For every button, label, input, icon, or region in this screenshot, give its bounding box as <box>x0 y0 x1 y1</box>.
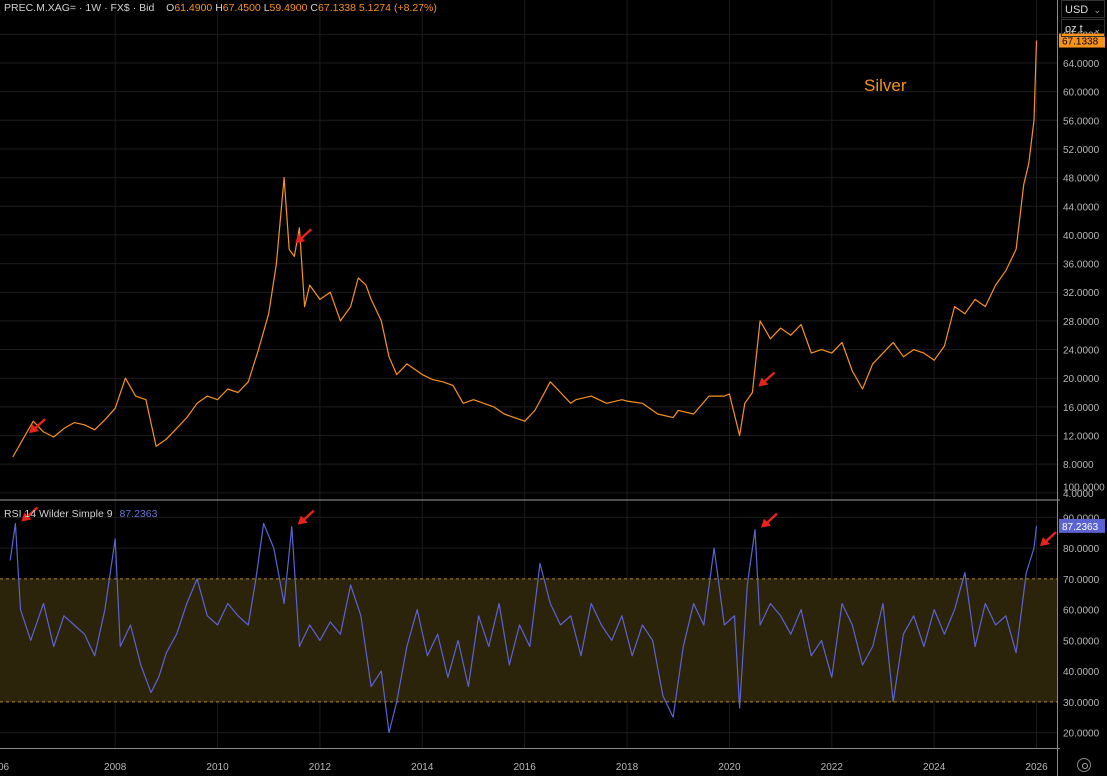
chevron-down-icon: ⌄ <box>1093 24 1101 34</box>
x-tick-label: 2026 <box>1025 762 1048 773</box>
rsi-last-value: 87.2363 <box>1062 522 1099 533</box>
source-label: FX$ <box>110 2 130 14</box>
y-tick-label: 60.0000 <box>1063 606 1100 617</box>
rsi-arrow-head <box>761 518 771 528</box>
interval-label[interactable]: 1W <box>85 2 102 14</box>
price-series-line <box>12 40 1038 458</box>
price-last-value-bg <box>1059 33 1105 48</box>
y-tick-label: 50.0000 <box>1063 636 1100 647</box>
rsi-arrow-head <box>297 515 308 525</box>
price-arrow-head <box>29 424 40 434</box>
y-tick-label: 20.0000 <box>1063 729 1100 740</box>
low-value: 59.4900 <box>269 2 308 14</box>
y-tick-label: 30.0000 <box>1063 698 1100 709</box>
rsi-band <box>0 578 1057 702</box>
x-tick-label: 2008 <box>104 762 127 773</box>
silver-annotation: Silver <box>864 76 907 95</box>
high-value: 67.4500 <box>222 2 261 14</box>
x-tick-label: 2014 <box>411 762 434 773</box>
y-tick-label: 12.0000 <box>1063 432 1100 443</box>
y-tick-label: 70.0000 <box>1063 575 1100 586</box>
close-value: 67.1338 <box>318 2 356 14</box>
y-tick-label: 36.0000 <box>1063 260 1100 271</box>
symbol-label[interactable]: PREC.M.XAG= <box>4 2 77 14</box>
y-tick-label: 60.0000 <box>1063 88 1100 99</box>
change-pct-value: (+8.27%) <box>393 2 437 14</box>
y-tick-label: 100.0000 <box>1063 483 1105 494</box>
x-tick-label: 2024 <box>923 762 946 773</box>
y-tick-label: 28.0000 <box>1063 317 1100 328</box>
price-header: PREC.M.XAG= · 1W · FX$ · Bid O61.4900 H6… <box>4 2 437 14</box>
price-last-value: 67.1338 <box>1062 37 1099 48</box>
rsi-value: 87.2363 <box>119 508 158 520</box>
y-tick-label: 40.0000 <box>1063 231 1100 242</box>
rsi-header: RSI 14 Wilder Simple 9 87.2363 <box>4 508 157 520</box>
y-tick-label: 24.0000 <box>1063 346 1100 357</box>
rsi-last-value-bg <box>1059 518 1105 533</box>
unit-select[interactable]: oz t ⌄ <box>1061 19 1105 37</box>
x-tick-label: 2010 <box>206 762 229 773</box>
chevron-down-icon: ⌄ <box>1093 5 1101 15</box>
y-tick-label: 8.0000 <box>1063 460 1094 471</box>
settings-icon[interactable] <box>1077 758 1091 772</box>
rsi-arrow-head <box>21 512 32 522</box>
x-tick-label: 2022 <box>821 762 844 773</box>
x-tick-label: 2012 <box>309 762 332 773</box>
x-tick-label: 2020 <box>718 762 741 773</box>
x-tick-label: 06 <box>0 762 10 773</box>
side-label: Bid <box>139 2 155 14</box>
rsi-arrow-head <box>1039 537 1050 547</box>
y-tick-label: 56.0000 <box>1063 116 1100 127</box>
change-value: 5.1274 <box>358 2 392 14</box>
y-tick-label: 64.0000 <box>1063 59 1100 70</box>
y-tick-label: 48.0000 <box>1063 174 1100 185</box>
y-tick-label: 20.0000 <box>1063 374 1100 385</box>
x-tick-label: 2016 <box>514 762 537 773</box>
y-tick-label: 4.0000 <box>1063 489 1094 500</box>
open-value: 61.4900 <box>174 2 213 14</box>
y-tick-label: 52.0000 <box>1063 145 1100 156</box>
y-tick-label: 16.0000 <box>1063 403 1100 414</box>
price-arrow-head <box>295 234 306 244</box>
y-tick-label: 32.0000 <box>1063 288 1100 299</box>
rsi-series-line <box>9 522 1038 734</box>
y-tick-label: 80.0000 <box>1063 544 1100 555</box>
price-arrow-head <box>758 377 769 387</box>
y-tick-label: 40.0000 <box>1063 667 1100 678</box>
x-tick-label: 2018 <box>616 762 639 773</box>
rsi-label[interactable]: RSI 14 Wilder Simple 9 <box>4 508 113 520</box>
currency-select[interactable]: USD ⌄ <box>1061 0 1105 18</box>
y-tick-label: 44.0000 <box>1063 202 1100 213</box>
